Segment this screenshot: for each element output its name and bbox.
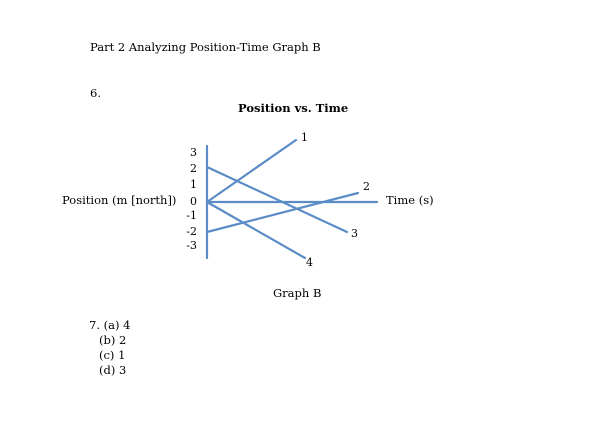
y-tick: -1 (186, 209, 197, 222)
section-heading: Part 2 Analyzing Position-Time Graph B (90, 40, 321, 54)
chart-title: Position vs. Time (238, 101, 349, 115)
y-tick: 2 (190, 162, 197, 175)
series-label-3: 3 (351, 227, 358, 240)
question-7-answers: 7. (a) 4 (b) 2 (c) 1 (d) 3 (89, 318, 130, 378)
graph-caption: Graph B (273, 286, 322, 300)
series-label-2: 2 (363, 180, 370, 193)
answer-b: (b) 2 (99, 333, 127, 347)
series-line-4 (205, 200, 307, 260)
y-tick-labels: 3 2 1 0 -1 -2 -3 (186, 146, 197, 252)
y-tick: 3 (190, 146, 197, 159)
series-line-2 (205, 191, 360, 234)
series-line-1 (205, 138, 298, 204)
question-6-label: 6. (90, 86, 101, 100)
y-tick: 0 (190, 195, 197, 208)
series-line-3 (205, 165, 349, 234)
x-axis-label: Time (s) (386, 193, 434, 207)
answer-d: (d) 3 (99, 363, 127, 377)
y-tick: -2 (186, 225, 197, 238)
series-label-1: 1 (301, 131, 308, 144)
y-tick: 1 (190, 178, 197, 191)
answer-c: (c) 1 (99, 348, 126, 362)
answer-a: 7. (a) 4 (89, 318, 131, 332)
y-tick: -3 (186, 239, 197, 252)
y-axis-label: Position (m [north]) (62, 193, 177, 207)
series-label-4: 4 (306, 256, 313, 269)
